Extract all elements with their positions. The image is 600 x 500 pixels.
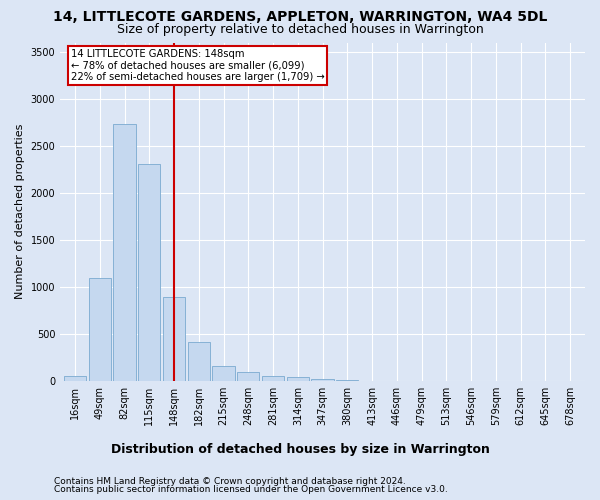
Bar [113,124,136,381]
Bar [287,377,309,381]
Bar [262,376,284,381]
Y-axis label: Number of detached properties: Number of detached properties [15,124,25,300]
Text: Contains public sector information licensed under the Open Government Licence v3: Contains public sector information licen… [54,485,448,494]
Text: Size of property relative to detached houses in Warrington: Size of property relative to detached ho… [116,22,484,36]
Bar [311,380,334,381]
Text: Contains HM Land Registry data © Crown copyright and database right 2024.: Contains HM Land Registry data © Crown c… [54,477,406,486]
Bar [89,278,111,381]
Bar [64,376,86,381]
Bar [237,372,259,381]
Bar [138,164,160,381]
Text: 14, LITTLECOTE GARDENS, APPLETON, WARRINGTON, WA4 5DL: 14, LITTLECOTE GARDENS, APPLETON, WARRIN… [53,10,547,24]
Text: 14 LITTLECOTE GARDENS: 148sqm
← 78% of detached houses are smaller (6,099)
22% o: 14 LITTLECOTE GARDENS: 148sqm ← 78% of d… [71,50,325,82]
Bar [188,342,210,381]
Text: Distribution of detached houses by size in Warrington: Distribution of detached houses by size … [110,442,490,456]
Bar [163,297,185,381]
Bar [212,366,235,381]
